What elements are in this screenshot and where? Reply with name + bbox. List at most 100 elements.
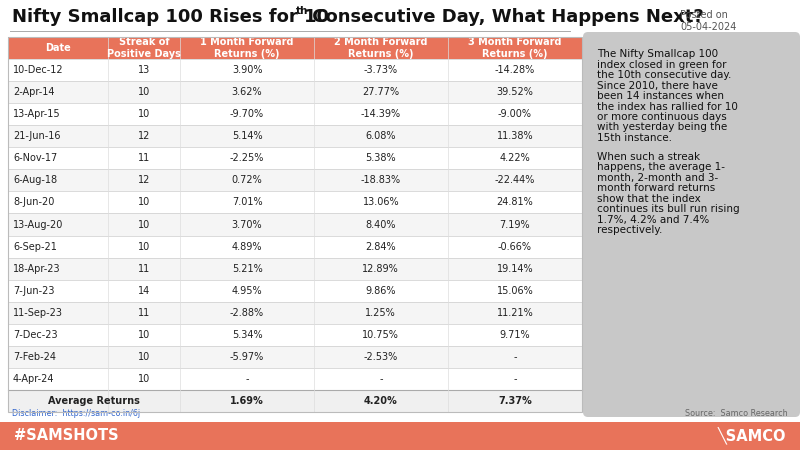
Bar: [8, 368, 582, 390]
Text: 10.75%: 10.75%: [362, 330, 399, 340]
Text: Posted on: Posted on: [680, 10, 728, 20]
Text: -0.66%: -0.66%: [498, 242, 532, 252]
Text: the 10th consecutive day.: the 10th consecutive day.: [597, 70, 731, 80]
Text: 12: 12: [138, 131, 150, 141]
Text: 7-Feb-24: 7-Feb-24: [13, 352, 56, 362]
Text: 6-Aug-18: 6-Aug-18: [13, 176, 57, 185]
Text: 10: 10: [138, 330, 150, 340]
Text: When such a streak: When such a streak: [597, 152, 700, 162]
Text: Nifty Smallcap 100 Rises for 10: Nifty Smallcap 100 Rises for 10: [12, 8, 329, 26]
Bar: [8, 213, 582, 235]
Text: 7-Dec-23: 7-Dec-23: [13, 330, 58, 340]
Text: Streak of
Positive Days: Streak of Positive Days: [107, 37, 182, 59]
Bar: [8, 390, 582, 412]
Bar: [8, 191, 582, 213]
Text: 2 Month Forward
Returns (%): 2 Month Forward Returns (%): [334, 37, 427, 59]
Text: 4.22%: 4.22%: [499, 153, 530, 163]
Bar: [8, 279, 582, 302]
Bar: [8, 257, 582, 279]
Text: 10: 10: [138, 198, 150, 207]
Bar: [0, 422, 800, 450]
Text: 10: 10: [138, 87, 150, 97]
Text: 18-Apr-23: 18-Apr-23: [13, 264, 61, 274]
Text: 5.34%: 5.34%: [232, 330, 262, 340]
Text: the index has rallied for 10: the index has rallied for 10: [597, 102, 738, 112]
Text: or more continuous days: or more continuous days: [597, 112, 726, 122]
Text: 7-Jun-23: 7-Jun-23: [13, 286, 54, 296]
Text: 6.08%: 6.08%: [366, 131, 396, 141]
Text: -9.00%: -9.00%: [498, 109, 532, 119]
Text: 13-Aug-20: 13-Aug-20: [13, 220, 63, 230]
Text: -2.53%: -2.53%: [364, 352, 398, 362]
Text: Since 2010, there have: Since 2010, there have: [597, 81, 718, 90]
Text: 15th instance.: 15th instance.: [597, 133, 672, 143]
Text: 10: 10: [138, 352, 150, 362]
Text: 1.25%: 1.25%: [366, 308, 396, 318]
Text: 8-Jun-20: 8-Jun-20: [13, 198, 54, 207]
Text: 3.62%: 3.62%: [232, 87, 262, 97]
Text: index closed in green for: index closed in green for: [597, 59, 726, 69]
Text: ╲SAMCO: ╲SAMCO: [718, 427, 786, 445]
Bar: [8, 147, 582, 169]
Text: 11.38%: 11.38%: [497, 131, 533, 141]
Text: Disclaimer:  https://sam-co.in/6j: Disclaimer: https://sam-co.in/6j: [12, 410, 140, 418]
Text: 8.40%: 8.40%: [366, 220, 396, 230]
Text: 13.06%: 13.06%: [362, 198, 399, 207]
Text: -2.25%: -2.25%: [230, 153, 264, 163]
Text: #SAMSHOTS: #SAMSHOTS: [14, 428, 118, 444]
Text: 9.86%: 9.86%: [366, 286, 396, 296]
Bar: [8, 169, 582, 191]
Text: 5.21%: 5.21%: [232, 264, 262, 274]
Text: -: -: [379, 374, 382, 384]
Text: 9.71%: 9.71%: [499, 330, 530, 340]
Bar: [8, 302, 582, 324]
Text: 4-Apr-24: 4-Apr-24: [13, 374, 54, 384]
Text: 6-Nov-17: 6-Nov-17: [13, 153, 58, 163]
Text: 0.72%: 0.72%: [232, 176, 262, 185]
Text: 24.81%: 24.81%: [497, 198, 534, 207]
Text: respectively.: respectively.: [597, 225, 662, 235]
Bar: [8, 59, 582, 81]
Text: -22.44%: -22.44%: [494, 176, 535, 185]
Text: 10: 10: [138, 220, 150, 230]
Text: 3.90%: 3.90%: [232, 65, 262, 75]
Text: 4.89%: 4.89%: [232, 242, 262, 252]
Text: -: -: [513, 374, 517, 384]
Text: 10: 10: [138, 109, 150, 119]
Text: 10: 10: [138, 374, 150, 384]
Text: -14.39%: -14.39%: [361, 109, 401, 119]
Text: 5.38%: 5.38%: [366, 153, 396, 163]
Text: -18.83%: -18.83%: [361, 176, 401, 185]
Bar: [8, 125, 582, 147]
Bar: [8, 81, 582, 103]
Text: 4.95%: 4.95%: [232, 286, 262, 296]
Bar: [8, 235, 582, 257]
Text: 13-Apr-15: 13-Apr-15: [13, 109, 61, 119]
Text: -2.88%: -2.88%: [230, 308, 264, 318]
Text: continues its bull run rising: continues its bull run rising: [597, 204, 740, 214]
Text: 14: 14: [138, 286, 150, 296]
Bar: [8, 37, 582, 59]
Bar: [8, 346, 582, 368]
Text: 39.52%: 39.52%: [497, 87, 534, 97]
Text: been 14 instances when: been 14 instances when: [597, 91, 724, 101]
Text: happens, the average 1-: happens, the average 1-: [597, 162, 725, 172]
Text: 3.70%: 3.70%: [232, 220, 262, 230]
Text: 21-Jun-16: 21-Jun-16: [13, 131, 61, 141]
Text: show that the index: show that the index: [597, 194, 701, 203]
Text: 4.20%: 4.20%: [364, 396, 398, 406]
Bar: [8, 324, 582, 346]
Text: -9.70%: -9.70%: [230, 109, 264, 119]
Text: 19.14%: 19.14%: [497, 264, 533, 274]
Text: th: th: [296, 6, 308, 17]
Bar: [8, 103, 582, 125]
Text: 12: 12: [138, 176, 150, 185]
Text: 2.84%: 2.84%: [366, 242, 396, 252]
Text: month, 2-month and 3-: month, 2-month and 3-: [597, 172, 718, 183]
Text: 7.01%: 7.01%: [232, 198, 262, 207]
Text: 13: 13: [138, 65, 150, 75]
Text: 12.89%: 12.89%: [362, 264, 399, 274]
Text: 15.06%: 15.06%: [497, 286, 534, 296]
Text: The Nifty Smallcap 100: The Nifty Smallcap 100: [597, 49, 718, 59]
Text: month forward returns: month forward returns: [597, 183, 715, 193]
